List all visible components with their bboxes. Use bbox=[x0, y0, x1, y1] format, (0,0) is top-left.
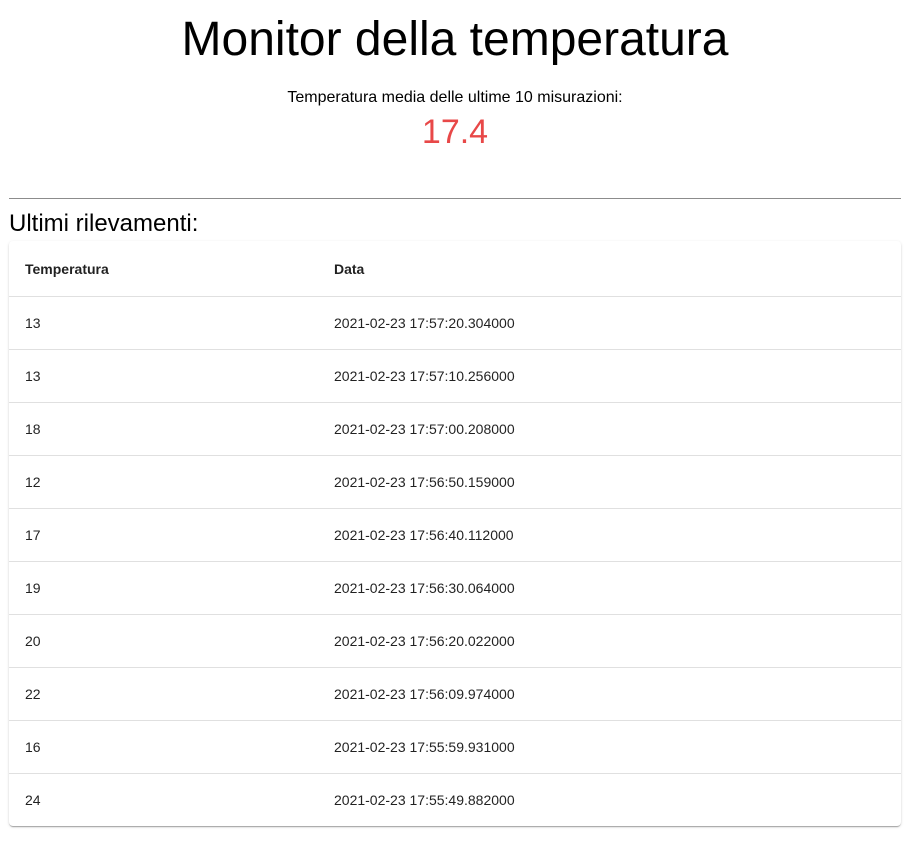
cell-data: 2021-02-23 17:57:00.208000 bbox=[318, 402, 901, 456]
cell-temperatura: 18 bbox=[9, 402, 318, 456]
cell-temperatura: 13 bbox=[9, 296, 318, 350]
table-row: 16 2021-02-23 17:55:59.931000 bbox=[9, 720, 901, 774]
cell-data: 2021-02-23 17:56:30.064000 bbox=[318, 561, 901, 615]
table-row: 13 2021-02-23 17:57:10.256000 bbox=[9, 349, 901, 403]
table-body: 13 2021-02-23 17:57:20.304000 13 2021-02-2… bbox=[9, 296, 901, 827]
cell-temperatura: 22 bbox=[9, 667, 318, 721]
cell-data: 2021-02-23 17:56:20.022000 bbox=[318, 614, 901, 668]
cell-data: 2021-02-23 17:55:49.882000 bbox=[334, 792, 515, 808]
table-row: 17 2021-02-23 17:56:40.112000 bbox=[9, 508, 901, 562]
readings-table: Temperatura Data 13 2021-02-23 17:57:20.3… bbox=[9, 241, 901, 826]
cell-data: 2021-02-23 17:55:59.931000 bbox=[318, 720, 901, 774]
table-row: 19 2021-02-23 17:56:30.064000 bbox=[9, 561, 901, 615]
table-row: 20 2021-02-23 17:56:20.022000 bbox=[9, 614, 901, 668]
cell-temperatura: 12 bbox=[9, 455, 318, 509]
table-row: 22 2021-02-23 17:56:09.974000 bbox=[9, 667, 901, 721]
cell-temperatura: 24 bbox=[25, 792, 41, 808]
cell-temperatura: 20 bbox=[9, 614, 318, 668]
cell-data: 2021-02-23 17:56:09.974000 bbox=[318, 667, 901, 721]
divider bbox=[9, 198, 901, 199]
table-row: 12 2021-02-23 17:56:50.159000 bbox=[9, 455, 901, 509]
cell-data: 2021-02-23 17:57:20.304000 bbox=[318, 296, 901, 350]
table-row: 24 2021-02-23 17:55:49.882000 bbox=[9, 774, 901, 827]
cell-temperatura: 19 bbox=[9, 561, 318, 615]
cell-temperatura: 13 bbox=[9, 349, 318, 403]
page-title: Monitor della temperatura bbox=[181, 13, 729, 66]
section-title: Ultimi rilevamenti: bbox=[9, 210, 199, 237]
table-header-row: Temperatura Data bbox=[9, 241, 901, 297]
table-row: 13 2021-02-23 17:57:20.304000 bbox=[9, 296, 901, 350]
column-header-temperatura: Temperatura bbox=[9, 241, 318, 297]
column-header-data: Data bbox=[318, 241, 901, 297]
readings-table-card: Temperatura Data 13 2021-02-23 17:57:20.3… bbox=[9, 241, 901, 826]
cell-temperatura: 17 bbox=[9, 508, 318, 562]
average-value: 17.4 bbox=[421, 113, 489, 151]
average-label: Temperatura media delle ultime 10 misura… bbox=[287, 89, 623, 106]
cell-temperatura: 16 bbox=[9, 720, 318, 774]
cell-data: 2021-02-23 17:56:50.159000 bbox=[318, 455, 901, 509]
cell-data: 2021-02-23 17:57:10.256000 bbox=[318, 349, 901, 403]
cell-data: 2021-02-23 17:56:40.112000 bbox=[318, 508, 901, 562]
table-row: 18 2021-02-23 17:57:00.208000 bbox=[9, 402, 901, 456]
